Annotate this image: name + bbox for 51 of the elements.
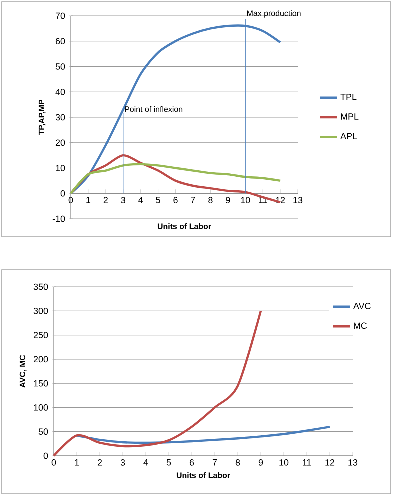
x-tick-label: 11	[303, 460, 312, 466]
y-tick-label: 0	[60, 190, 66, 197]
y-tick-label: 40	[56, 88, 66, 96]
legend-label: TPL	[340, 94, 357, 100]
x-tick-label: 3	[120, 460, 126, 466]
legend-label: APL	[340, 133, 358, 140]
x-tick-label: 6	[190, 460, 194, 466]
y-tick-label: 20	[56, 140, 66, 146]
x-tick-label: 10	[280, 460, 289, 466]
y-tick-label: 10	[56, 165, 66, 172]
y-tick-label: 50	[38, 428, 48, 436]
y-tick-label: 0	[44, 452, 48, 460]
x-tick-label: 2	[104, 197, 108, 204]
x-tick-label: 4	[138, 197, 144, 204]
x-tick-label: 1	[75, 460, 80, 466]
x-tick-label: 12	[326, 460, 335, 466]
y-tick-label: 70	[56, 12, 66, 20]
x-tick-label: 10	[241, 197, 250, 204]
x-tick-label: 9	[258, 460, 264, 466]
x-tick-label: 9	[226, 197, 230, 204]
line-series	[52, 310, 262, 458]
y-tick-label: 300	[34, 308, 48, 314]
y-tick-label: 150	[34, 380, 48, 387]
x-tick-label: 8	[236, 460, 240, 466]
x-tick-label: 13	[294, 197, 303, 204]
x-tick-label: 13	[348, 460, 358, 466]
x-tick-label: 1	[86, 197, 91, 204]
x-tick-label: 8	[208, 197, 213, 204]
x-tick-label: 2	[98, 460, 102, 466]
y-tick-label: 30	[56, 114, 66, 121]
y-tick-label: 100	[34, 404, 48, 411]
x-tick-label: 7	[212, 460, 218, 466]
x-tick-label: 5	[156, 197, 160, 204]
x-tick-label: 3	[121, 197, 126, 204]
line-series	[76, 426, 332, 444]
x-tick-label: 7	[191, 197, 196, 204]
x-tick-label: 0	[68, 197, 74, 204]
x-tick-label: 6	[174, 197, 178, 204]
x-tick-label: 0	[52, 460, 56, 466]
x-tick-label: 5	[166, 460, 172, 466]
y-tick-label: 200	[34, 356, 48, 363]
legend-label: MC	[354, 322, 368, 330]
x-tick-label: 4	[144, 460, 148, 466]
y-tick-label: 350	[34, 284, 48, 290]
legend-label: AVC	[353, 303, 371, 310]
y-tick-label: 50	[56, 64, 66, 70]
y-tick-label: -10	[52, 216, 66, 222]
y-tick-label: 250	[34, 332, 48, 338]
y-tick-label: 60	[56, 38, 66, 45]
legend-label: MPL	[341, 114, 359, 120]
line-series	[70, 163, 282, 195]
